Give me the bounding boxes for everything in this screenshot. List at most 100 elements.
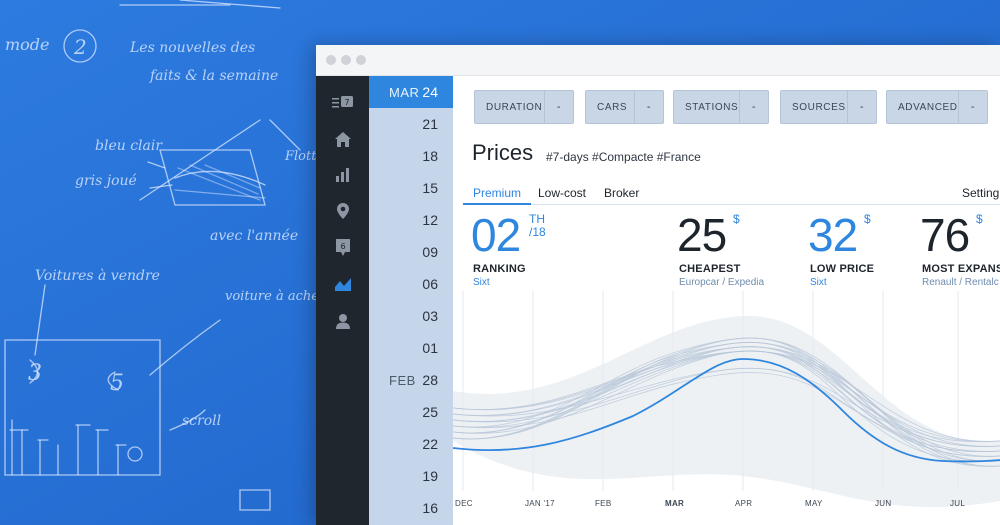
date-row[interactable]: 12 — [369, 204, 453, 236]
filter-label: DURATION — [486, 101, 543, 113]
date-row[interactable]: 15 — [369, 172, 453, 204]
sketch-note: mode — [5, 35, 50, 54]
date-day: 25 — [422, 404, 438, 420]
stat-value: 76 — [920, 209, 970, 261]
date-row[interactable]: 21 — [369, 108, 453, 140]
area-chart-icon[interactable] — [332, 273, 354, 295]
date-row[interactable]: 18 — [369, 140, 453, 172]
x-axis-tick-label: APR — [735, 499, 753, 508]
tab-premium[interactable]: Premium — [473, 186, 522, 200]
date-row[interactable]: MAR 24 — [369, 76, 453, 108]
stat-suffix: TH — [529, 212, 545, 226]
filter-cars[interactable]: CARS - — [585, 90, 664, 124]
stat-value: 25 — [677, 209, 727, 261]
sketch-note: bleu clair — [95, 138, 163, 154]
stat-sub: Sixt — [810, 277, 827, 288]
stat-cheapest: 25 $ CHEAPEST Europcar / Expedia — [677, 209, 764, 288]
dropdown-toggle[interactable]: - — [544, 91, 573, 123]
filter-label: STATIONS — [685, 101, 739, 113]
location-pin-icon[interactable] — [332, 200, 354, 222]
user-icon[interactable] — [332, 310, 354, 332]
dropdown-toggle[interactable]: - — [958, 91, 987, 123]
x-axis-tick-label: JUN — [875, 499, 892, 508]
sketch-note: Flotte — [284, 149, 324, 164]
date-row[interactable]: 22 — [369, 428, 453, 460]
filter-label: ADVANCED — [898, 101, 958, 113]
date-row[interactable]: FEB 28 — [369, 364, 453, 396]
date-month: FEB — [389, 372, 416, 388]
x-axis-tick-label: JAN '17 — [525, 499, 555, 508]
filter-label: SOURCES — [792, 101, 846, 113]
page-tags: #7-days #Compacte #France — [546, 150, 701, 164]
bar-chart-icon[interactable] — [332, 164, 354, 186]
filter-stations[interactable]: STATIONS - — [673, 90, 769, 124]
x-axis-tick-label: FEB — [595, 499, 612, 508]
chart-series-line — [453, 337, 1000, 467]
minimize-dot-icon[interactable] — [341, 55, 351, 65]
tab-bar: Premium Low-cost Broker Setting — [463, 182, 1000, 205]
date-day: 06 — [422, 276, 438, 292]
stat-label: MOST EXPANS — [922, 263, 1000, 275]
tab-low-cost[interactable]: Low-cost — [538, 186, 587, 200]
stat-sub: Europcar / Expedia — [679, 277, 765, 288]
date-row[interactable]: 25 — [369, 396, 453, 428]
main-panel: DURATION - CARS - STATIONS - SOURCES - A… — [453, 76, 1000, 525]
x-axis-tick-label: MAY — [805, 499, 823, 508]
stat-currency: $ — [864, 212, 871, 226]
stat-label: CHEAPEST — [679, 263, 741, 275]
date-row[interactable]: 09 — [369, 236, 453, 268]
date-day: 12 — [422, 212, 438, 228]
sketch-note: Voitures à vendre — [35, 268, 160, 284]
window-titlebar — [316, 45, 1000, 76]
date-day: 22 — [422, 436, 438, 452]
price-curves-chart — [453, 291, 1000, 508]
dropdown-toggle[interactable]: - — [847, 91, 876, 123]
calendar-badge: 6 — [340, 242, 345, 251]
date-day: 28 — [422, 372, 438, 388]
stat-value: 32 — [808, 209, 858, 261]
stat-sub: Renault / Rentalc — [922, 277, 999, 288]
filter-sources[interactable]: SOURCES - — [780, 90, 877, 124]
date-row[interactable]: 03 — [369, 300, 453, 332]
dropdown-toggle[interactable]: - — [634, 91, 663, 123]
tab-broker[interactable]: Broker — [604, 186, 640, 200]
stat-currency: $ — [976, 212, 983, 226]
chart-series-line — [453, 372, 1000, 457]
date-day: 15 — [422, 180, 438, 196]
home-icon[interactable] — [332, 128, 354, 150]
close-dot-icon[interactable] — [326, 55, 336, 65]
stat-ranking: 02 TH /18 RANKING Sixt — [471, 211, 546, 288]
settings-link[interactable]: Setting — [962, 186, 1000, 200]
calendar-icon[interactable]: 6 — [332, 236, 354, 258]
date-month: MAR — [389, 84, 420, 100]
stat-sub: Sixt — [473, 277, 490, 288]
date-day: 18 — [422, 148, 438, 164]
chart-highlight-series — [453, 358, 1000, 463]
stat-low-price: 32 $ LOW PRICE Sixt — [808, 209, 874, 288]
page-title: Prices — [472, 140, 534, 165]
maximize-dot-icon[interactable] — [356, 55, 366, 65]
date-row[interactable]: 16 — [369, 492, 453, 524]
tab-active-indicator — [463, 203, 531, 205]
sketch-note: avec l'année — [210, 228, 298, 244]
dropdown-toggle[interactable]: - — [739, 91, 768, 123]
date-row[interactable]: 19 — [369, 460, 453, 492]
sidebar-nav: 7 6 — [316, 76, 369, 525]
date-row[interactable]: 01 — [369, 332, 453, 364]
stat-most-expansive: 76 $ MOST EXPANS Renault / Rentalc — [920, 209, 1000, 288]
stat-currency: $ — [733, 212, 740, 226]
filter-duration[interactable]: DURATION - — [474, 90, 574, 124]
chart-series-line — [453, 367, 1000, 452]
stat-label: RANKING — [473, 263, 526, 275]
list-icon[interactable]: 7 — [332, 92, 354, 114]
sketch-note: Les nouvelles des — [129, 40, 255, 56]
x-axis-tick-label: JUL — [950, 499, 966, 508]
app-window: 7 6 MAR 24 21 18 15 12 09 06 03 01 FEB 28 25 22 19 16 D… — [316, 45, 1000, 525]
filter-label: CARS — [597, 101, 628, 113]
date-day: 16 — [422, 500, 438, 516]
sketch-number: 3 — [28, 361, 42, 386]
date-day: 09 — [422, 244, 438, 260]
sketch-number: 5 — [110, 371, 124, 396]
date-row[interactable]: 06 — [369, 268, 453, 300]
filter-advanced[interactable]: ADVANCED - — [886, 90, 988, 124]
